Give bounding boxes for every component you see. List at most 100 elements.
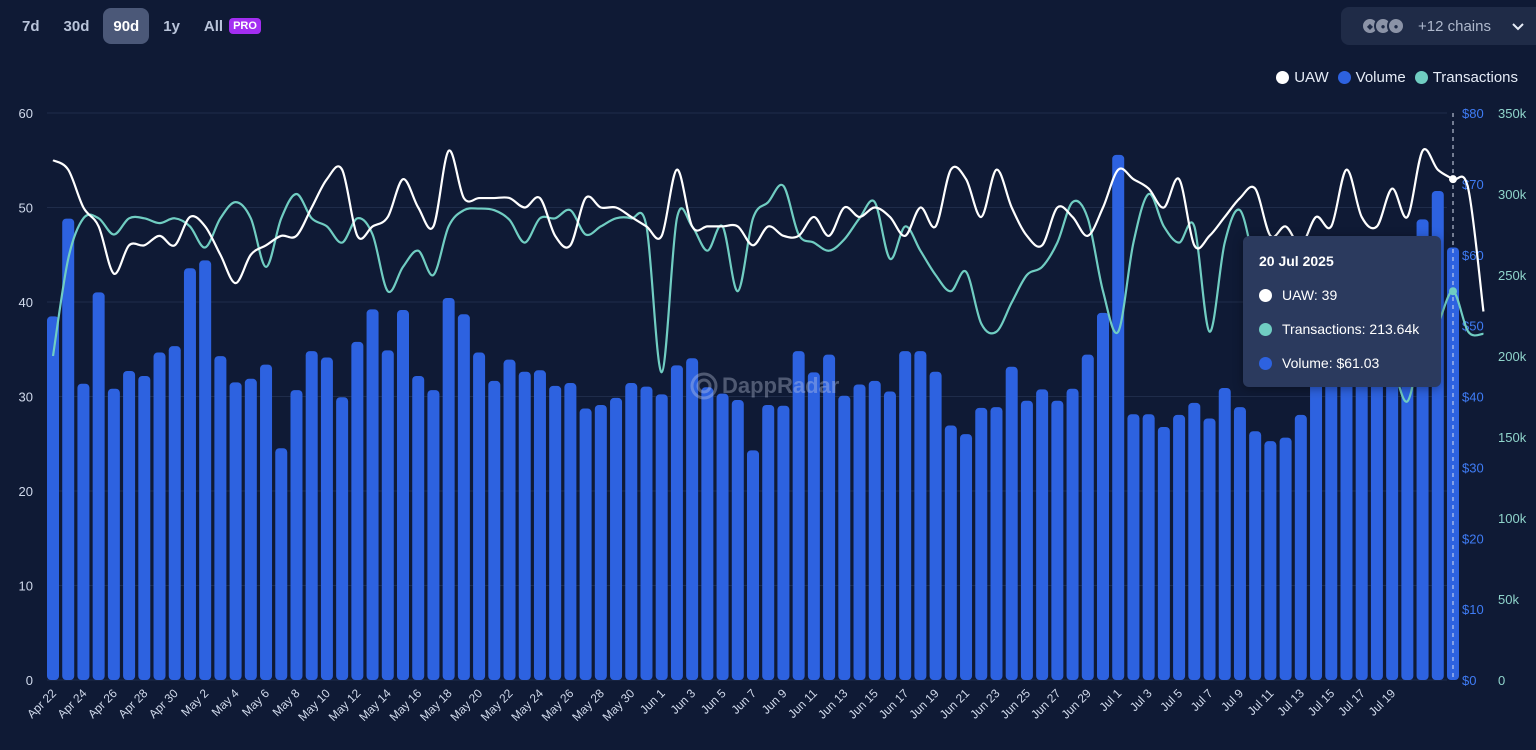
volume-bar [275, 448, 288, 680]
volume-bar [853, 384, 866, 680]
volume-bar [260, 364, 273, 680]
volume-bar [1142, 414, 1155, 680]
tooltip-row-transactions: Transactions: 213.64k [1259, 321, 1419, 337]
dappradar-watermark: DappRadar [690, 372, 839, 400]
x-tick-label: Jul 19 [1366, 686, 1399, 719]
volume-bar [457, 314, 470, 680]
x-tick-label: May 4 [209, 686, 242, 719]
legend-item-volume[interactable]: Volume [1337, 69, 1406, 86]
volume-bar [47, 316, 59, 680]
volume-bar [762, 405, 775, 680]
volume-bar [1447, 247, 1459, 680]
volume-bar [397, 310, 409, 680]
range-all-button[interactable]: All PRO [194, 8, 271, 44]
volume-bar [1355, 346, 1368, 680]
range-7d-button[interactable]: 7d [22, 17, 40, 35]
y-tick-label-uaw: 10 [19, 579, 33, 594]
y-tick-label-volume: $0 [1462, 673, 1476, 688]
x-tick-label: May 24 [508, 686, 546, 724]
range-90d-button[interactable]: 90d [103, 8, 150, 44]
volume-bar [290, 390, 303, 680]
y-tick-label-volume: $40 [1462, 390, 1484, 405]
x-tick-label: May 10 [295, 686, 333, 724]
volume-bar [336, 397, 349, 680]
x-tick-label: Apr 28 [116, 686, 151, 721]
x-tick-label: Jul 13 [1274, 686, 1307, 719]
y-tick-label-uaw: 20 [19, 484, 33, 499]
volume-bar [1264, 441, 1277, 680]
x-tick-label: Apr 22 [24, 686, 59, 721]
volume-bar [518, 371, 531, 680]
volume-bar [1249, 431, 1262, 680]
x-tick-label: Apr 26 [85, 686, 120, 721]
x-tick-label: Jul 5 [1157, 686, 1185, 714]
x-tick-label: Jun 13 [815, 686, 851, 722]
volume-bar [594, 405, 607, 680]
x-tick-label: Jul 15 [1305, 686, 1338, 719]
volume-bar [153, 352, 166, 680]
x-tick-label: May 16 [387, 686, 425, 724]
volume-bar [838, 395, 851, 680]
volume-bar [1005, 366, 1018, 680]
volume-bar [183, 268, 196, 680]
volume-bar [716, 393, 729, 680]
volume-bar [138, 375, 151, 680]
volume-bar [1097, 312, 1109, 680]
chain-selector[interactable]: ◆ ● ● +12 chains [1341, 7, 1536, 45]
volume-bar [1370, 368, 1383, 680]
volume-bar [412, 375, 425, 680]
volume-bar [488, 380, 501, 680]
volume-bar [929, 371, 942, 680]
volume-bar [1279, 437, 1292, 680]
tooltip-row-uaw: UAW: 39 [1259, 287, 1337, 303]
x-tick-label: Jul 1 [1097, 686, 1125, 714]
transactions-dot [1259, 322, 1272, 336]
volume-bar [792, 351, 805, 680]
tooltip-uaw-value: UAW: 39 [1282, 287, 1338, 303]
legend-label-transactions: Transactions [1432, 69, 1518, 86]
volume-bar [701, 387, 714, 680]
y-tick-label-transactions: 100k [1498, 511, 1527, 526]
watermark-text: DappRadar [722, 373, 840, 398]
volume-bar [1020, 400, 1033, 680]
volume-bar [229, 382, 242, 680]
y-tick-label-transactions: 50k [1498, 592, 1519, 607]
x-tick-label: May 20 [447, 686, 485, 724]
uaw-point-marker [1449, 175, 1457, 184]
legend-label-volume: Volume [1355, 69, 1406, 86]
tooltip-date: 20 Jul 2025 [1259, 253, 1334, 269]
x-tick-label: Jul 11 [1245, 686, 1277, 718]
x-tick-label: Jun 19 [906, 686, 942, 722]
tooltip-transactions-value: Transactions: 213.64k [1282, 321, 1420, 337]
volume-bar [1340, 346, 1353, 680]
range-all-label: All [203, 17, 224, 35]
x-tick-label: Jun 11 [785, 686, 820, 721]
volume-bar [868, 380, 881, 680]
volume-bar [320, 357, 333, 680]
y-tick-label-transactions: 200k [1498, 349, 1527, 364]
x-tick-label: Jun 15 [845, 686, 881, 722]
uaw-legend-dot [1276, 71, 1290, 84]
volume-bar [579, 408, 592, 680]
volume-bar [625, 383, 638, 680]
time-range-selector: 7d 30d 90d 1y All PRO [12, 8, 271, 44]
x-tick-label: Jun 23 [967, 686, 1003, 722]
x-tick-label: Apr 30 [146, 686, 181, 721]
volume-bar [807, 372, 820, 680]
y-tick-label-transactions: 350k [1498, 106, 1527, 121]
volume-bar [1081, 354, 1094, 680]
x-tick-label: Jun 3 [668, 686, 699, 717]
x-tick-label: Jul 3 [1127, 686, 1155, 714]
y-tick-label-uaw: 0 [26, 673, 33, 688]
volume-bar [549, 385, 562, 680]
y-tick-label-transactions: 0 [1498, 673, 1505, 688]
x-tick-label: Jun 17 [876, 686, 912, 722]
range-30d-button[interactable]: 30d [63, 17, 90, 35]
legend-item-transactions[interactable]: Transactions [1414, 69, 1518, 86]
volume-bar [914, 351, 927, 680]
range-1y-button[interactable]: 1y [163, 17, 180, 35]
volume-bar [1233, 407, 1246, 680]
legend-item-uaw[interactable]: UAW [1276, 69, 1329, 86]
x-tick-label: Apr 24 [55, 686, 90, 721]
volume-bar [244, 378, 257, 680]
